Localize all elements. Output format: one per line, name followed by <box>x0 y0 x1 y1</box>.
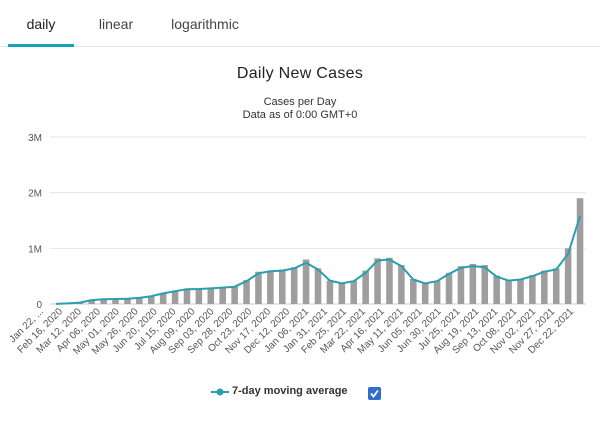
bar <box>195 288 203 304</box>
y-tick-label: 2M <box>28 189 42 200</box>
bar <box>243 280 250 304</box>
bar <box>326 280 334 304</box>
bar <box>576 198 584 304</box>
bar <box>362 270 369 304</box>
view-tabs: daily linear logarithmic <box>0 0 600 47</box>
moving-average-line <box>55 215 581 305</box>
bar <box>147 295 155 304</box>
bar <box>136 297 143 304</box>
moving-average-series <box>55 215 581 305</box>
bar <box>112 298 119 304</box>
bar <box>207 287 215 304</box>
bar <box>445 272 453 304</box>
bar <box>481 265 489 304</box>
bar <box>529 275 536 304</box>
bar <box>386 257 393 304</box>
legend-line-symbol <box>211 388 229 396</box>
bar <box>231 286 238 304</box>
bar <box>88 299 95 304</box>
bar <box>469 263 477 304</box>
bar <box>219 287 226 304</box>
bar <box>564 248 572 304</box>
bar <box>541 270 548 304</box>
tab-linear[interactable]: linear <box>98 16 134 32</box>
bar <box>100 298 107 304</box>
tab-daily[interactable]: daily <box>8 0 74 47</box>
bar <box>302 259 310 304</box>
bar <box>350 280 358 304</box>
bar <box>374 258 381 304</box>
legend-checkbox[interactable] <box>368 387 381 400</box>
bar <box>410 278 417 304</box>
y-axis-labels: 0 1M 2M 3M <box>28 133 42 311</box>
bar <box>433 280 441 304</box>
y-tick-label: 0 <box>36 300 42 311</box>
legend-label: 7-day moving average <box>232 385 348 397</box>
bar <box>124 298 131 304</box>
bar <box>457 266 465 304</box>
bar <box>398 265 405 304</box>
chart-subtitle: Cases per Day <box>263 96 337 108</box>
chart-title: Daily New Cases <box>236 65 364 82</box>
bar <box>493 275 500 304</box>
y-tick-label: 1M <box>28 244 42 255</box>
bar <box>505 280 512 304</box>
bar <box>421 282 429 304</box>
bar <box>552 268 560 304</box>
bar <box>183 288 191 304</box>
bar <box>517 278 524 304</box>
bar <box>278 269 286 304</box>
bar <box>338 282 346 304</box>
chart-data-timestamp: Data as of 0:00 GMT+0 <box>242 109 358 121</box>
bar <box>159 292 167 304</box>
bar-series <box>52 198 584 304</box>
bar <box>314 268 322 304</box>
y-tick-label: 3M <box>28 133 42 144</box>
bar <box>171 290 179 304</box>
bar <box>255 271 262 304</box>
bar <box>267 270 274 304</box>
tab-logarithmic[interactable]: logarithmic <box>171 16 239 32</box>
checkmark-icon <box>370 389 379 398</box>
bar <box>290 267 298 304</box>
